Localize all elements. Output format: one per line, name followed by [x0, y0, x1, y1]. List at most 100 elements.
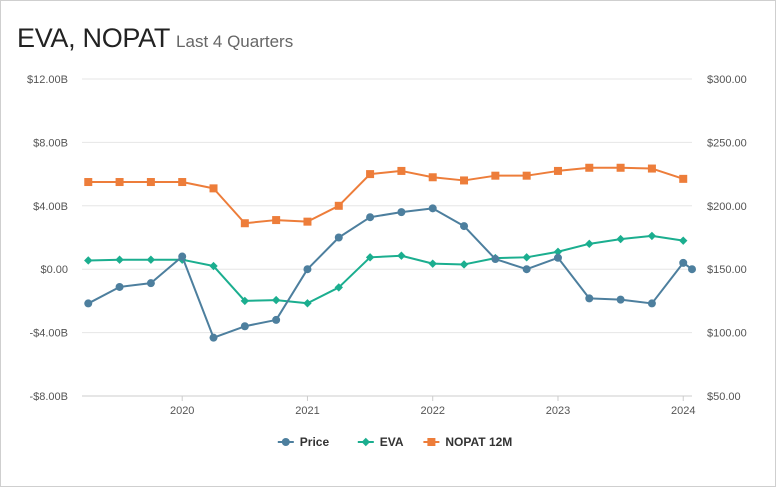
legend-item: EVA: [357, 435, 404, 449]
data-point: [428, 204, 437, 213]
data-point: [585, 163, 594, 172]
gridlines: [82, 78, 692, 397]
data-point: [84, 256, 93, 265]
data-point: [334, 201, 343, 210]
data-point: [209, 333, 218, 342]
data-point: [303, 265, 312, 274]
data-point: [115, 255, 124, 264]
data-point: [397, 166, 406, 175]
data-point: [679, 258, 688, 267]
data-point: [585, 294, 594, 303]
data-point: [553, 247, 563, 256]
y-left-tick-label: $4.00B: [33, 201, 68, 213]
legend-label: Price: [300, 435, 330, 449]
data-point: [460, 222, 469, 231]
data-point: [366, 213, 375, 222]
y-right-tick-label: $300.00: [707, 74, 747, 86]
data-point: [553, 253, 562, 262]
data-point: [491, 171, 500, 180]
data-point: [361, 437, 370, 447]
data-point: [366, 170, 375, 179]
data-point: [240, 322, 249, 331]
data-point: [647, 299, 656, 308]
x-tick-label: 2024: [671, 405, 695, 417]
series-group: [84, 163, 696, 342]
data-point: [522, 253, 531, 262]
series-line: [88, 166, 684, 225]
data-point: [334, 283, 343, 292]
legend: Price EVA NOPAT 12M: [277, 435, 512, 449]
data-point: [115, 178, 124, 187]
x-tick-label: 2023: [546, 405, 570, 417]
data-point: [397, 208, 406, 217]
data-point: [491, 255, 500, 264]
data-point: [84, 299, 93, 308]
x-tick-label: 2020: [170, 405, 194, 417]
y-left-tick-label: -$8.00B: [29, 391, 68, 403]
data-point: [688, 265, 696, 274]
y-right-tick-label: $100.00: [707, 328, 747, 340]
data-point: [303, 217, 312, 226]
title-row: EVA, NOPAT Last 4 Quarters: [17, 23, 293, 54]
data-point: [209, 184, 218, 193]
data-point: [397, 251, 406, 260]
data-point: [553, 166, 562, 175]
data-point: [679, 174, 688, 183]
y-left-tick-label: -$4.00B: [29, 328, 68, 340]
data-point: [271, 295, 281, 305]
data-point: [428, 259, 437, 268]
data-point: [428, 173, 437, 182]
series-line: [87, 207, 693, 339]
series-line: [88, 234, 684, 305]
y-left-tick-label: $12.00B: [27, 74, 68, 86]
data-point: [616, 295, 625, 304]
y-left-tick-label: $8.00B: [33, 137, 68, 149]
data-point: [427, 438, 436, 446]
series-price: [84, 204, 696, 342]
y-right-tick-label: $50.00: [707, 391, 741, 403]
data-point: [209, 261, 218, 271]
data-point: [146, 178, 155, 187]
data-point: [303, 299, 312, 308]
data-point: [272, 216, 281, 225]
data-point: [585, 239, 594, 249]
data-point: [647, 164, 656, 173]
data-point: [146, 255, 156, 264]
data-point: [84, 178, 93, 187]
y-axis-left: -$8.00B -$4.00B $0.00 $4.00B $8.00B $12.00B: [27, 74, 68, 403]
x-axis: 2020 2021 2022 2023 2024: [170, 396, 695, 417]
data-point: [334, 233, 343, 242]
y-right-tick-label: $250.00: [707, 137, 747, 149]
series-nopat-12m: [84, 163, 688, 228]
data-point: [240, 219, 249, 228]
data-point: [679, 236, 688, 245]
legend-label: NOPAT 12M: [445, 435, 512, 449]
data-point: [281, 438, 290, 446]
legend-label: EVA: [380, 435, 404, 449]
data-point: [616, 163, 625, 172]
data-point: [178, 252, 187, 261]
data-point: [272, 315, 281, 324]
data-point: [115, 282, 124, 291]
data-point: [616, 234, 625, 244]
data-point: [240, 296, 250, 306]
y-right-tick-label: $150.00: [707, 264, 747, 276]
y-right-tick-label: $200.00: [707, 201, 747, 213]
data-point: [178, 178, 187, 187]
chart-title: EVA, NOPAT: [17, 23, 171, 53]
data-point: [522, 265, 531, 274]
y-axis-right: $50.00 $100.00 $150.00 $200.00 $250.00 $300.0…: [707, 74, 747, 403]
chart-subtitle: Last 4 Quarters: [176, 32, 294, 51]
y-left-tick-label: $0.00: [40, 264, 68, 276]
data-point: [647, 231, 657, 241]
legend-item: NOPAT 12M: [423, 435, 512, 449]
data-point: [146, 279, 155, 288]
data-point: [460, 176, 469, 185]
x-tick-label: 2022: [420, 405, 444, 417]
legend-item: Price: [277, 435, 330, 449]
data-point: [365, 253, 375, 262]
data-point: [459, 260, 469, 269]
data-point: [522, 171, 531, 180]
